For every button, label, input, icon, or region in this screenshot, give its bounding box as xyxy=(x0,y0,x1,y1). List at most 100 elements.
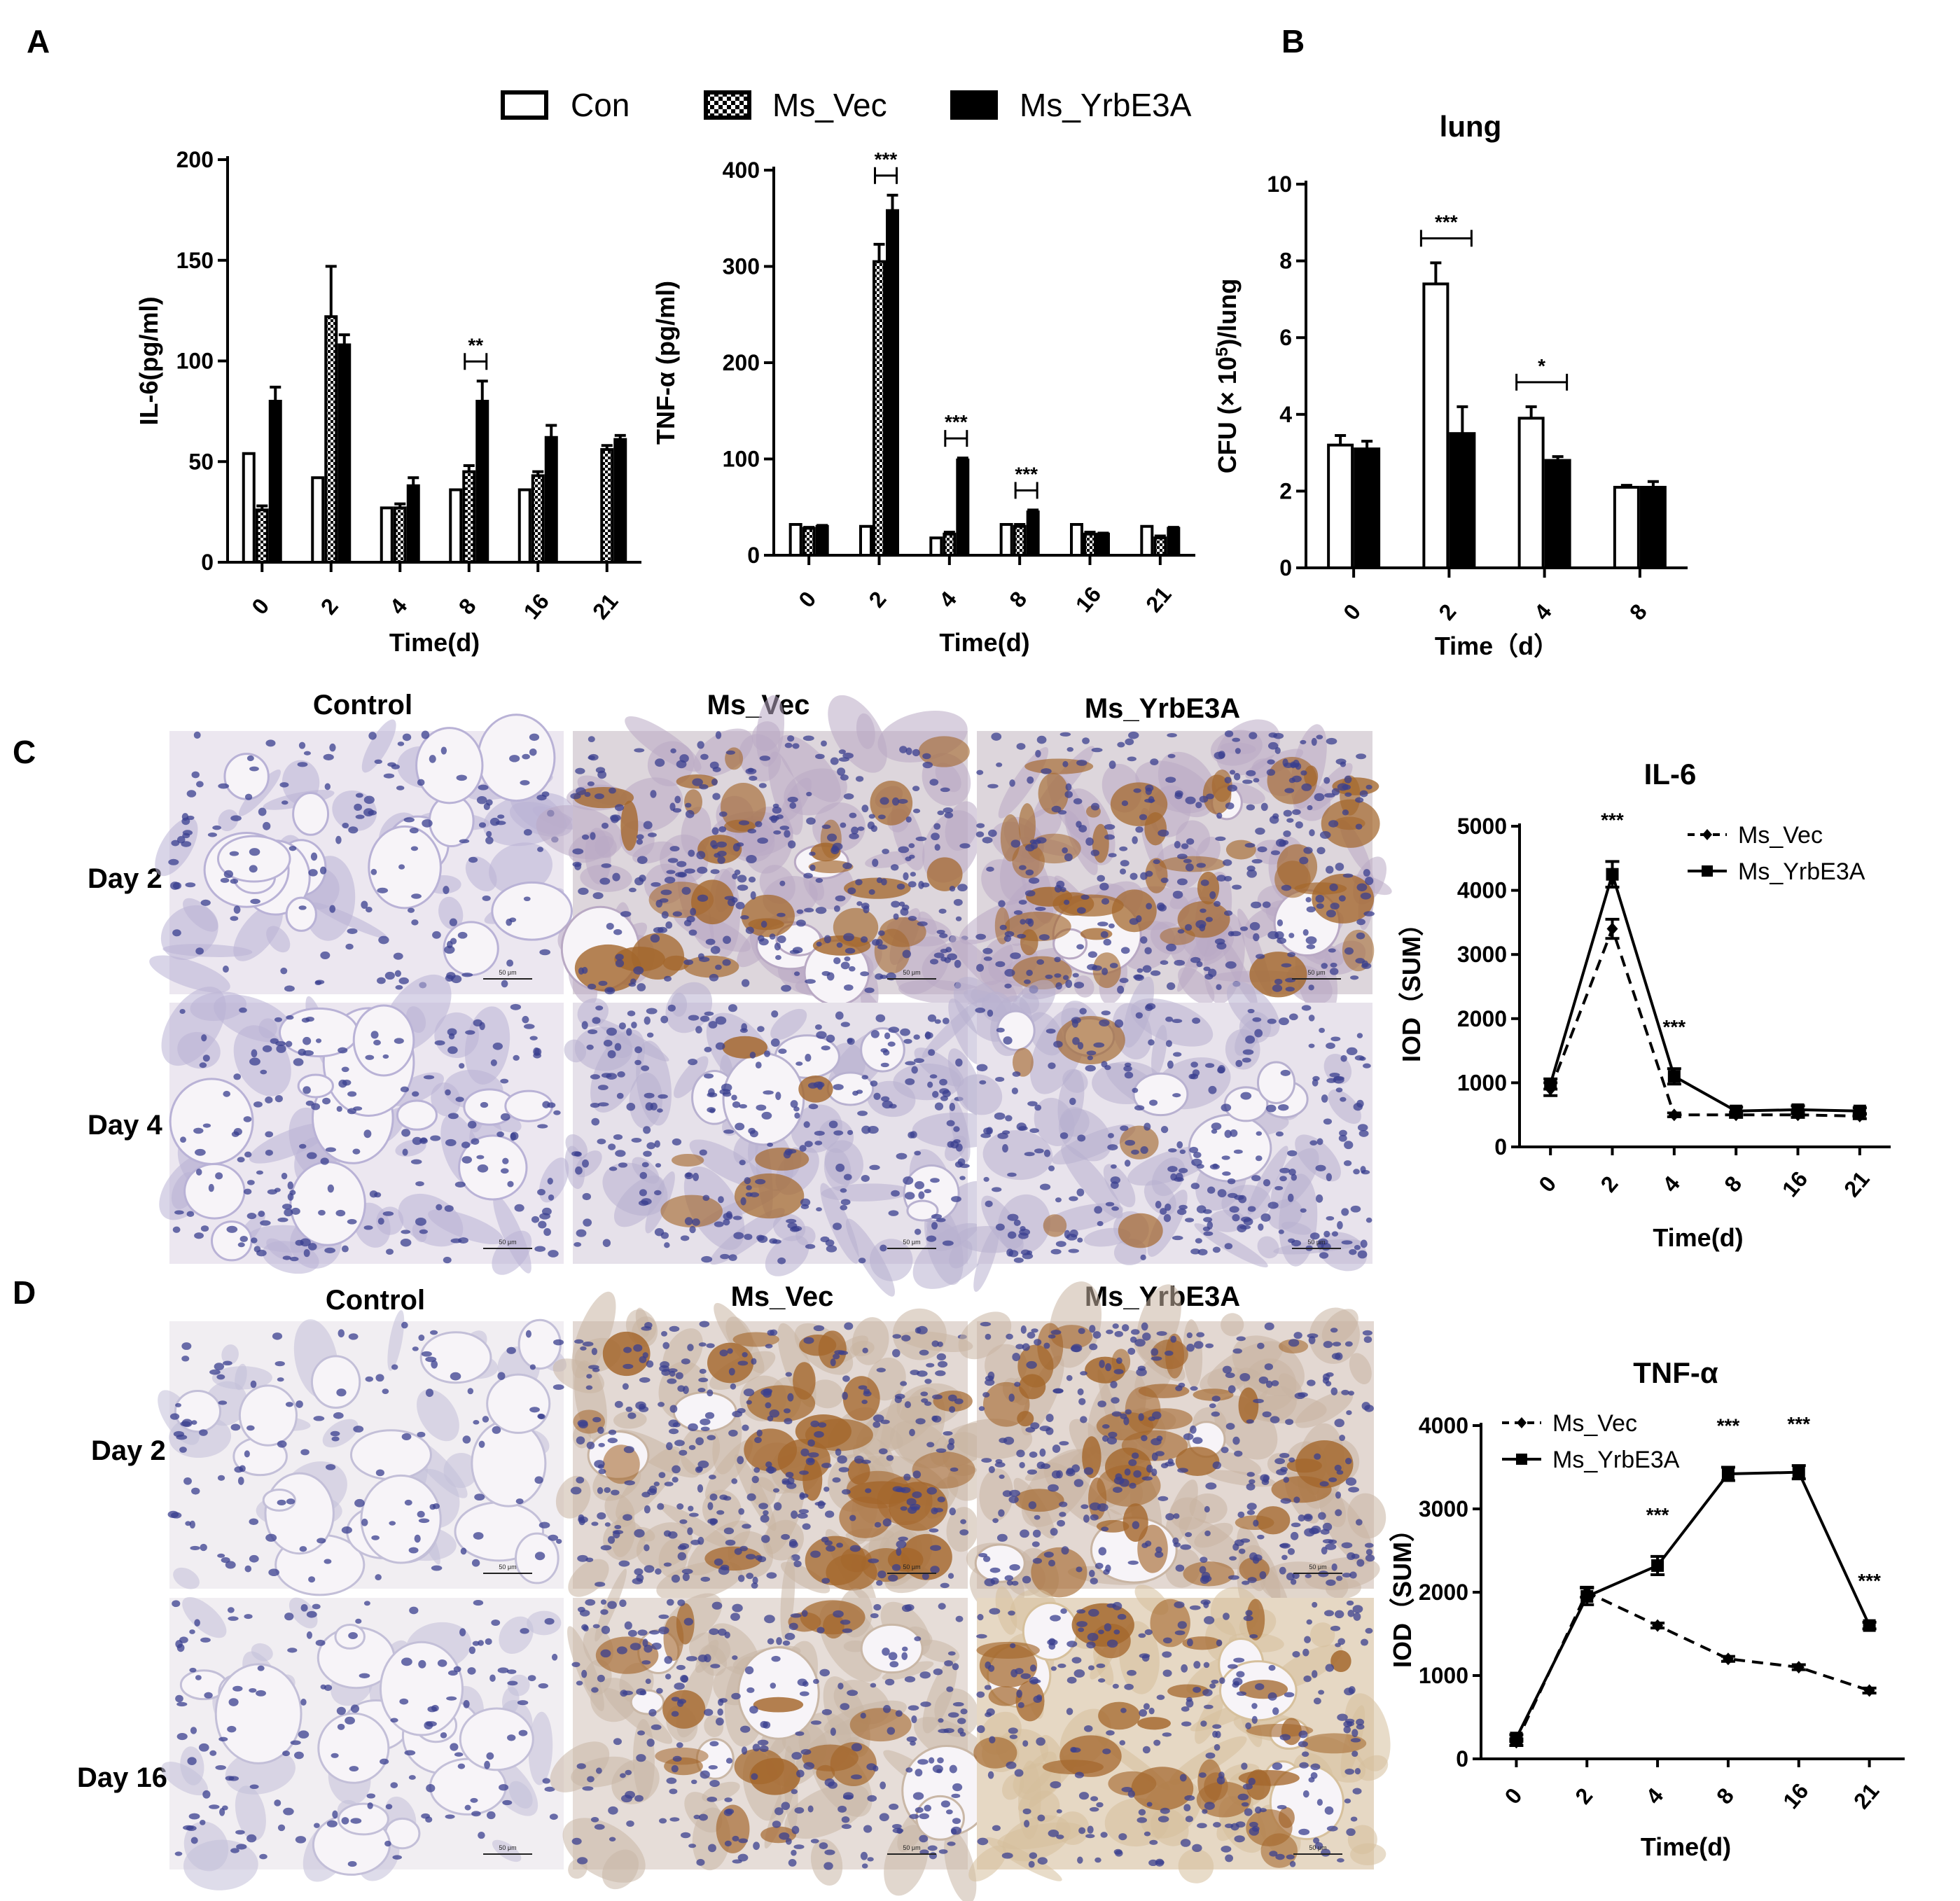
nucleus xyxy=(850,1774,862,1780)
nucleus xyxy=(1201,1575,1212,1582)
nucleus xyxy=(585,1599,596,1606)
nucleus xyxy=(1029,1852,1038,1859)
x-tick-label: 16 xyxy=(519,589,554,624)
nucleus xyxy=(928,1049,936,1057)
nucleus xyxy=(200,1225,209,1232)
nucleus xyxy=(1006,1580,1013,1586)
nucleus xyxy=(814,1130,825,1136)
nucleus xyxy=(1090,1514,1099,1521)
nucleus xyxy=(657,1108,663,1113)
nucleus xyxy=(795,1061,803,1066)
nucleus xyxy=(704,1047,712,1052)
nucleus xyxy=(1055,1241,1066,1247)
nucleus xyxy=(506,1669,517,1674)
nucleus xyxy=(665,1442,673,1451)
nucleus xyxy=(1275,1131,1284,1137)
nucleus xyxy=(445,1089,451,1096)
nucleus xyxy=(943,1728,954,1734)
legend-label: Ms_YrbE3A xyxy=(1738,858,1865,885)
nucleus xyxy=(408,1775,416,1780)
nucleus xyxy=(995,1223,1005,1231)
x-tick-label: 0 xyxy=(793,587,821,613)
tissue-strand xyxy=(1295,1391,1354,1428)
nucleus xyxy=(1190,1183,1200,1190)
nucleus xyxy=(585,1557,594,1562)
nucleus xyxy=(671,1574,681,1583)
nucleus xyxy=(586,1441,595,1449)
nucleus xyxy=(1165,777,1176,784)
row-label-day2-d: Day 2 xyxy=(91,1435,166,1466)
nucleus xyxy=(1300,739,1307,745)
nucleus xyxy=(901,1646,908,1652)
nucleus xyxy=(1155,1451,1165,1456)
nucleus xyxy=(1020,1325,1027,1334)
nucleus xyxy=(443,886,450,895)
nucleus xyxy=(1185,1816,1193,1823)
stain-blob xyxy=(1278,1807,1295,1828)
nucleus xyxy=(601,1625,611,1634)
sig-label: *** xyxy=(1858,1570,1881,1592)
nucleus xyxy=(888,1210,899,1216)
nucleus xyxy=(1323,1118,1333,1125)
nucleus xyxy=(1354,1245,1361,1251)
nucleus xyxy=(289,846,297,851)
nucleus xyxy=(926,1235,937,1242)
nucleus xyxy=(552,1339,564,1346)
nucleus xyxy=(572,848,584,855)
nucleus xyxy=(630,1643,641,1650)
nucleus xyxy=(990,1577,999,1585)
nucleus xyxy=(423,1075,435,1080)
nucleus xyxy=(1311,1670,1318,1678)
nucleus xyxy=(1246,1472,1255,1477)
nucleus xyxy=(891,797,900,806)
nucleus xyxy=(1357,1124,1368,1131)
nucleus xyxy=(604,1522,611,1527)
nucleus xyxy=(669,1788,678,1795)
bar-ms-yrbe3a xyxy=(544,436,558,564)
nucleus xyxy=(1321,963,1328,969)
tissue-strand xyxy=(892,1308,947,1360)
nucleus xyxy=(1148,1416,1156,1421)
nucleus xyxy=(860,936,868,943)
scale-bar-label: 50 μm xyxy=(903,1844,920,1851)
nucleus xyxy=(901,1335,911,1342)
nucleus xyxy=(1287,1150,1298,1157)
nucleus xyxy=(172,1600,181,1608)
nucleus xyxy=(1232,1436,1240,1445)
nucleus xyxy=(249,1687,257,1693)
nucleus xyxy=(444,945,455,954)
nucleus xyxy=(1127,1560,1139,1565)
nucleus xyxy=(600,1599,607,1605)
nucleus xyxy=(1188,1073,1196,1080)
nucleus xyxy=(959,843,971,849)
nucleus xyxy=(891,1190,900,1197)
nucleus xyxy=(290,1740,301,1746)
nucleus xyxy=(1291,1174,1298,1181)
nucleus xyxy=(614,804,624,812)
nucleus xyxy=(867,821,875,830)
tissue-strand xyxy=(289,1597,318,1629)
nucleus xyxy=(777,912,786,917)
nucleus xyxy=(299,1546,307,1552)
nucleus xyxy=(727,1348,733,1354)
nucleus xyxy=(996,1027,1005,1033)
nucleus xyxy=(1253,933,1260,942)
nucleus xyxy=(679,754,689,763)
nucleus xyxy=(258,1210,265,1218)
nucleus xyxy=(1019,1461,1025,1468)
nucleus xyxy=(258,807,267,816)
nucleus xyxy=(1202,1689,1213,1697)
alveolar-space xyxy=(419,1331,492,1384)
nucleus xyxy=(281,800,289,805)
nucleus xyxy=(908,881,917,888)
nucleus xyxy=(1304,1636,1312,1643)
nucleus xyxy=(686,1656,697,1662)
nucleus xyxy=(845,947,856,954)
nucleus xyxy=(1105,1564,1111,1573)
nucleus xyxy=(840,1703,850,1711)
nucleus xyxy=(1056,1809,1062,1813)
nucleus xyxy=(1143,1703,1150,1711)
nucleus xyxy=(325,1463,336,1470)
nucleus xyxy=(645,1678,651,1685)
nucleus xyxy=(256,1690,267,1697)
